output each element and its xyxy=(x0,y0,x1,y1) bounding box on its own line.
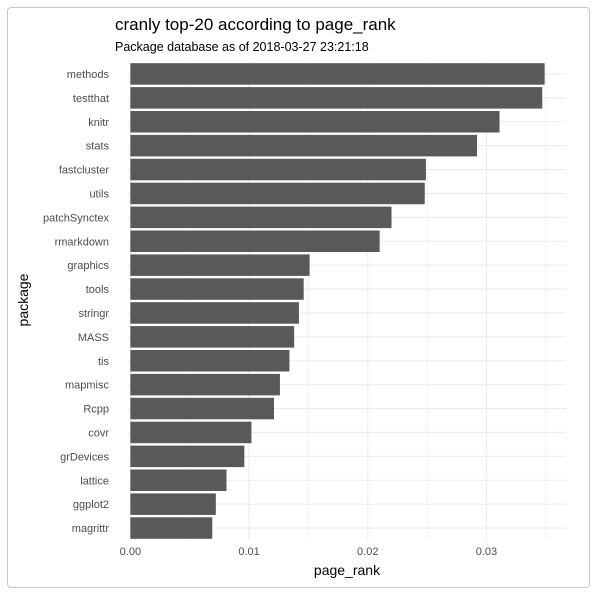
bar-utils xyxy=(130,182,425,205)
chart-subtitle: Package database as of 2018-03-27 23:21:… xyxy=(115,40,369,54)
x-tick-label: 0.03 xyxy=(476,546,497,558)
bar-grDevices xyxy=(130,445,245,468)
bar-rmarkdown xyxy=(130,230,380,253)
y-tick-label: fastcluster xyxy=(59,165,109,177)
gridlines xyxy=(128,62,566,540)
bar-mapmisc xyxy=(130,373,280,396)
bar-graphics xyxy=(130,254,310,276)
y-tick-label: graphics xyxy=(67,260,109,272)
y-axis-tick-labels: methods testthat knitr stats fastcluster util… xyxy=(43,69,110,535)
bar-lattice xyxy=(130,469,227,492)
bar-testthat xyxy=(130,87,543,109)
y-tick-label: patchSynctex xyxy=(43,212,110,224)
bar-Rcpp xyxy=(130,397,274,420)
y-tick-label: utils xyxy=(89,188,109,200)
y-tick-label: knitr xyxy=(88,117,109,129)
y-tick-label: lattice xyxy=(80,475,109,487)
y-tick-label: Rcpp xyxy=(83,404,109,416)
bar-knitr xyxy=(130,110,500,133)
chart-title: cranly top-20 according to page_rank xyxy=(115,15,396,34)
y-tick-label: methods xyxy=(67,69,110,81)
bar-fastcluster xyxy=(130,158,426,181)
y-tick-label: MASS xyxy=(78,332,109,344)
y-tick-label: testthat xyxy=(73,93,109,105)
x-tick-label: 0.00 xyxy=(120,546,141,558)
y-axis-title: package xyxy=(15,273,31,326)
bar-ggplot2 xyxy=(130,493,216,515)
x-axis-tick-labels: 0.00 0.01 0.02 0.03 xyxy=(120,546,498,558)
bar-MASS xyxy=(130,326,295,348)
y-tick-label: magrittr xyxy=(72,523,110,535)
y-tick-label: ggplot2 xyxy=(73,499,109,511)
y-tick-label: mapmisc xyxy=(65,380,110,392)
y-tick-label: tis xyxy=(98,356,110,368)
bars xyxy=(130,63,545,539)
x-tick-label: 0.02 xyxy=(357,546,378,558)
bar-magrittr xyxy=(130,517,213,539)
y-tick-label: stats xyxy=(86,141,110,153)
x-axis-title: page_rank xyxy=(314,562,381,578)
y-tick-label: tools xyxy=(86,284,110,296)
bar-tools xyxy=(130,278,304,300)
bar-methods xyxy=(130,63,545,85)
bar-stringr xyxy=(130,302,299,324)
bar-tis xyxy=(130,349,290,372)
y-tick-label: covr xyxy=(88,427,109,439)
bar-stats xyxy=(130,134,477,157)
bar-patchSynctex xyxy=(130,206,392,229)
y-tick-label: stringr xyxy=(78,308,109,320)
y-tick-label: grDevices xyxy=(60,451,109,463)
bar-covr xyxy=(130,421,252,444)
x-tick-label: 0.01 xyxy=(238,546,259,558)
y-tick-label: rmarkdown xyxy=(55,236,109,248)
